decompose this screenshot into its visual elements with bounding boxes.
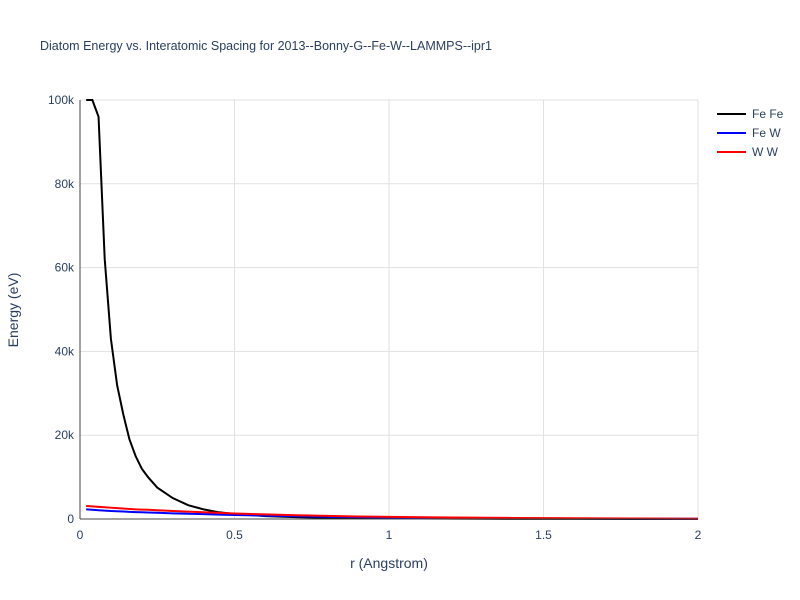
legend: Fe Fe Fe W W W [717,107,784,159]
y-tick-label: 0 [67,512,74,526]
plot-area [86,99,699,520]
y-tick-label: 20k [55,428,75,442]
x-tick-label: 0 [77,528,84,542]
data-line [86,99,699,520]
y-tick-label: 40k [55,344,75,358]
data-line [86,505,699,520]
x-tick-label: 1.5 [535,528,552,542]
x-tick-label: 0.5 [226,528,243,542]
legend-label: W W [752,145,779,159]
x-tick-label: 1 [386,528,393,542]
y-axis-label: Energy (eV) [5,273,21,348]
legend-label: Fe Fe [752,107,784,121]
ticks: 0 20k 40k 60k 80k 100k 0 0.5 1 1.5 2 [48,93,702,542]
x-tick-label: 2 [695,528,702,542]
y-tick-label: 60k [55,261,75,275]
legend-label: Fe W [752,126,781,140]
grid [79,99,699,520]
chart-title: Diatom Energy vs. Interatomic Spacing fo… [40,39,492,53]
x-axis-label: r (Angstrom) [350,555,428,571]
y-tick-label: 100k [48,93,75,107]
y-tick-label: 80k [55,177,75,191]
